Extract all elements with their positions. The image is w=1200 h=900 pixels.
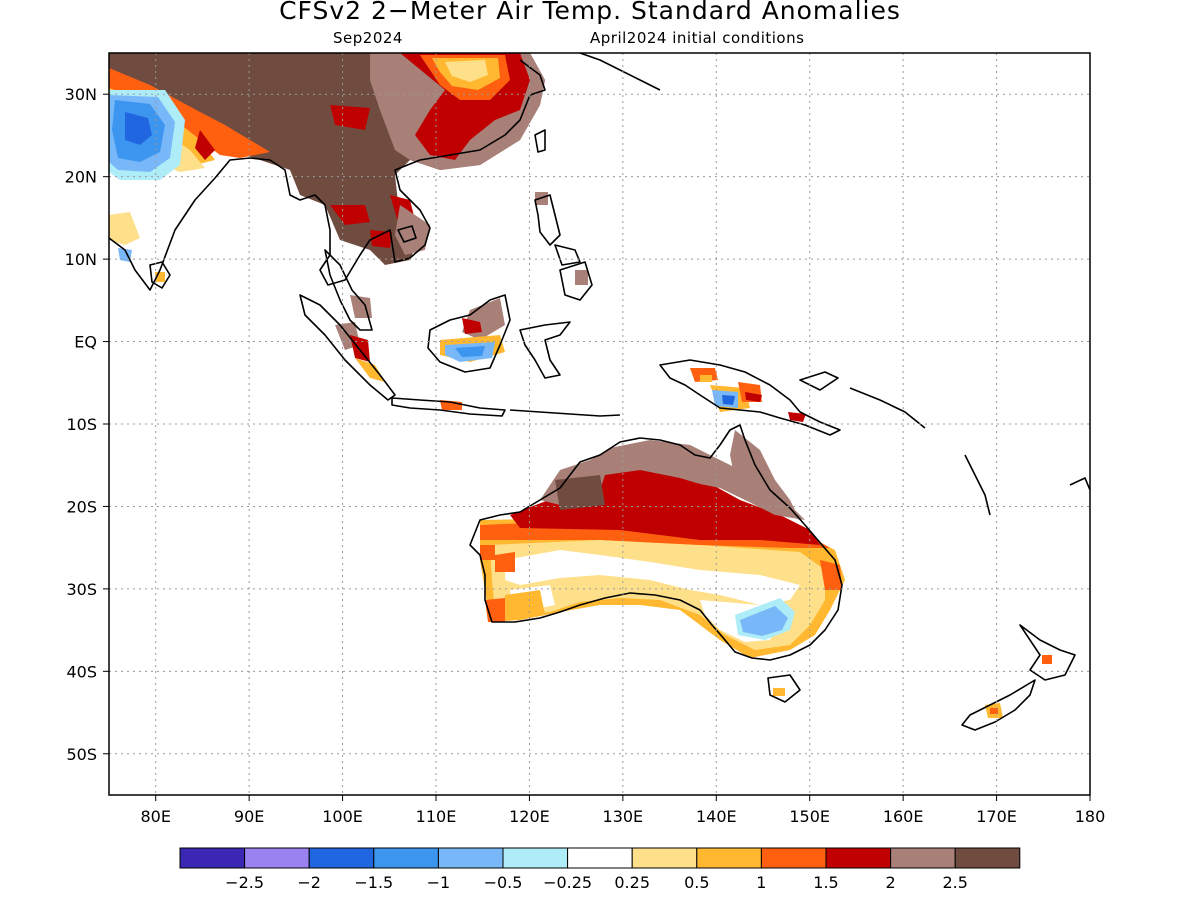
lon-tick-label: 180 bbox=[1075, 807, 1106, 826]
colorbar-label: −2.5 bbox=[225, 873, 264, 892]
colorbar-label: 0.5 bbox=[684, 873, 709, 892]
borneo bbox=[427, 294, 511, 373]
japan-ryukyu bbox=[579, 53, 661, 91]
colorbar-label: 1.5 bbox=[813, 873, 838, 892]
india-anomaly-region bbox=[109, 53, 325, 282]
lon-tick-label: 120E bbox=[509, 807, 550, 826]
lat-tick-label: 30S bbox=[66, 580, 97, 599]
hainan bbox=[397, 225, 417, 243]
lon-tick-label: 100E bbox=[322, 807, 363, 826]
colorbar: −2.5 −2 −1.5 −1 −0.5 −0.25 0.25 0.5 1 1.5 2 2.5 bbox=[179, 847, 1021, 892]
lat-tick-label: 10N bbox=[65, 250, 97, 269]
lesser-sunda bbox=[509, 409, 621, 417]
gridlines bbox=[109, 53, 1090, 795]
new-zealand-south bbox=[961, 679, 1036, 731]
colorbar-label: −0.25 bbox=[543, 873, 592, 892]
colorbar-swatch bbox=[244, 847, 310, 869]
colorbar-label: 0.25 bbox=[614, 873, 650, 892]
colorbar-swatch bbox=[373, 847, 439, 869]
new-guinea bbox=[659, 359, 841, 436]
colorbar-swatch bbox=[179, 847, 246, 869]
lat-tick-label: 40S bbox=[66, 662, 97, 681]
australia-anomaly-region bbox=[480, 430, 845, 696]
colorbar-label: −0.5 bbox=[484, 873, 523, 892]
philippines-luzon bbox=[534, 194, 561, 246]
lat-tick-label: 20N bbox=[65, 168, 97, 187]
colorbar-label: −1 bbox=[427, 873, 451, 892]
colorbar-label: −2 bbox=[297, 873, 321, 892]
malay-peninsula bbox=[324, 249, 373, 331]
sri-lanka bbox=[149, 261, 171, 289]
anomaly-shading bbox=[109, 53, 1052, 718]
colorbar-swatch bbox=[437, 847, 504, 869]
sulawesi bbox=[519, 321, 571, 379]
valid-month: Sep2024 bbox=[333, 29, 403, 47]
lon-tick-label: 160E bbox=[883, 807, 924, 826]
asia-anomaly-region bbox=[130, 53, 545, 265]
lon-tick-label: 150E bbox=[789, 807, 830, 826]
lon-tick-label: 90E bbox=[234, 807, 264, 826]
new-zealand-north bbox=[1019, 624, 1076, 681]
lon-tick-label: 80E bbox=[140, 807, 170, 826]
philippines-anomaly-region bbox=[535, 192, 588, 285]
borneo-anomaly-region bbox=[440, 298, 505, 362]
colorbar-label: 1 bbox=[756, 873, 766, 892]
taiwan bbox=[534, 129, 546, 153]
vanuatu-islands bbox=[964, 454, 991, 516]
tasmania bbox=[767, 674, 801, 703]
asia-coastline bbox=[109, 59, 546, 291]
plot-frame bbox=[108, 52, 1091, 796]
colorbar-swatch bbox=[502, 847, 569, 869]
lon-tick-label: 140E bbox=[696, 807, 737, 826]
colorbar-swatch bbox=[308, 847, 375, 869]
coastlines bbox=[109, 53, 1090, 731]
colorbar-label: −1.5 bbox=[354, 873, 393, 892]
lat-tick-label: 20S bbox=[66, 497, 97, 516]
colorbar-swatch bbox=[954, 847, 1021, 869]
australia bbox=[469, 424, 843, 661]
lon-tick-label: 110E bbox=[416, 807, 457, 826]
colorbar-label: 2.5 bbox=[942, 873, 967, 892]
lat-tick-label: EQ bbox=[74, 333, 97, 352]
sumatra-anomaly-region bbox=[335, 295, 462, 410]
colorbar-swatch bbox=[890, 847, 956, 869]
lon-tick-label: 170E bbox=[976, 807, 1017, 826]
new-guinea-anomaly-region bbox=[690, 368, 806, 422]
lat-tick-label: 30N bbox=[65, 85, 97, 104]
map-title: CFSv2 2−Meter Air Temp. Standard Anomali… bbox=[279, 0, 901, 25]
java bbox=[391, 397, 506, 417]
lat-tick-label: 50S bbox=[66, 745, 97, 764]
new-zealand-anomaly-region bbox=[985, 655, 1052, 718]
colorbar-swatch bbox=[567, 847, 633, 869]
initial-conditions: April2024 initial conditions bbox=[590, 29, 805, 47]
colorbar-swatch bbox=[825, 847, 892, 869]
colorbar-label: 2 bbox=[886, 873, 896, 892]
colorbar-swatch bbox=[631, 847, 698, 869]
solomons bbox=[849, 387, 926, 429]
axes: 30N 20N 10N EQ 10S 20S 30S 40S 50S 80E 90E 100E 110E… bbox=[65, 85, 1106, 826]
philippines-visayas bbox=[554, 244, 581, 266]
lat-tick-label: 10S bbox=[66, 415, 97, 434]
new-britain bbox=[799, 371, 839, 391]
lon-tick-label: 130E bbox=[603, 807, 644, 826]
philippines-mindanao bbox=[559, 261, 593, 301]
colorbar-swatch bbox=[760, 847, 827, 869]
colorbar-swatch bbox=[696, 847, 762, 869]
fiji-islands bbox=[1069, 477, 1090, 491]
